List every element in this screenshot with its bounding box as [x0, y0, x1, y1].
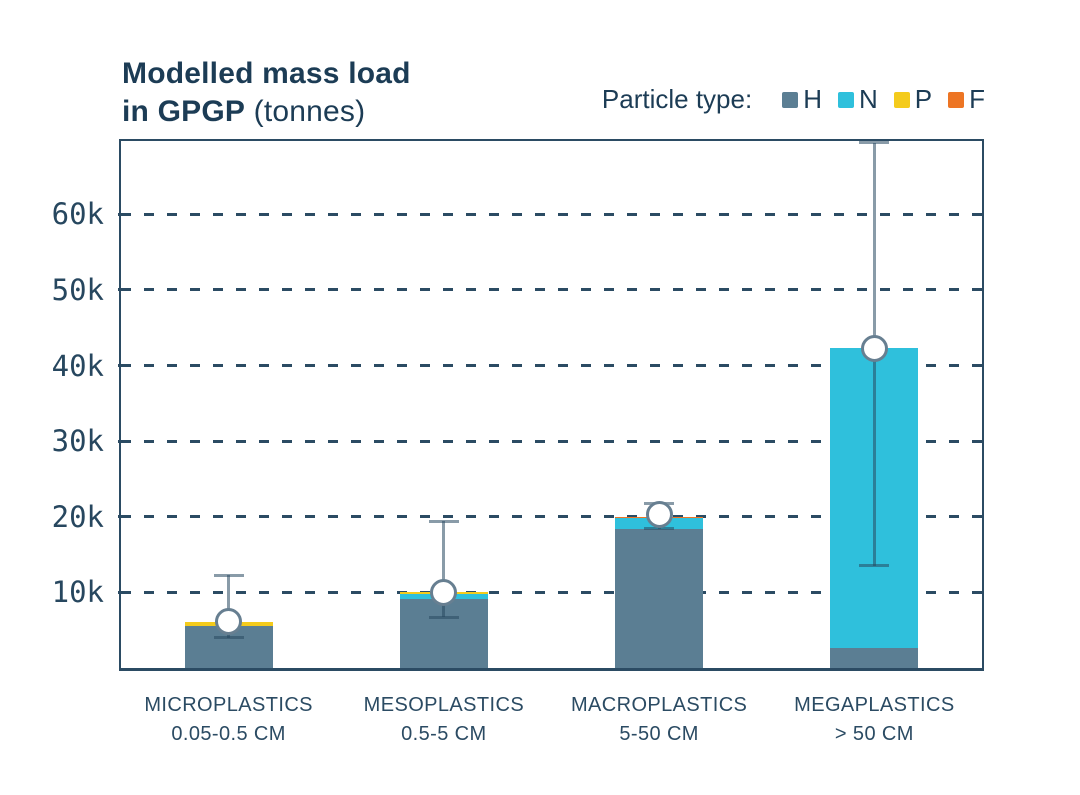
chart-title-units: (tonnes)	[245, 95, 366, 128]
gridline-10k	[121, 590, 982, 594]
y-tick-label: 40k	[51, 348, 104, 383]
legend-entry-f: F	[948, 84, 985, 115]
x-axis-label-size: 0.5-5 CM	[401, 723, 487, 745]
bar-segment-h-megaplastics	[830, 647, 919, 668]
x-axis-label-name: MESOPLASTICS	[363, 694, 525, 716]
error-bar-cap-bottom	[859, 564, 890, 568]
gridline-30k	[121, 439, 982, 443]
y-tick-label: 10k	[51, 575, 104, 610]
y-tick-label: 50k	[51, 272, 104, 307]
y-tick-label: 60k	[51, 197, 104, 232]
legend-key: P	[914, 84, 933, 114]
chart-title-line1: Modelled mass load	[122, 57, 411, 90]
chart-title-line2-bold: in GPGP	[122, 95, 246, 128]
error-bar-marker	[215, 608, 243, 636]
chart-title: Modelled mass load in GPGP (tonnes)	[122, 55, 411, 131]
x-axis-label-name: MACROPLASTICS	[570, 694, 748, 716]
legend-swatch-f-icon	[948, 91, 965, 108]
legend-key: H	[803, 84, 822, 114]
x-axis-label-size: > 50 CM	[834, 723, 914, 745]
legend: Particle type: H N P F	[602, 84, 985, 115]
error-bar-cap-top	[859, 141, 890, 145]
legend-entry-p: P	[893, 84, 933, 115]
x-axis-label-megaplastics: MEGAPLASTICS > 50 CM	[734, 691, 1014, 749]
x-axis-label-macroplastics: MACROPLASTICS 5-50 CM	[519, 691, 799, 749]
error-bar-marker	[430, 578, 458, 606]
error-bar-cap-top	[428, 519, 459, 523]
gridline-60k	[121, 212, 982, 216]
plot-area	[119, 139, 984, 671]
error-bar-cap-top	[213, 573, 244, 577]
error-bar-cap-bottom	[644, 527, 675, 531]
legend-key: N	[858, 84, 878, 114]
chart-title-line2: in GPGP (tonnes)	[122, 93, 411, 131]
error-bar-line	[442, 521, 446, 618]
x-axis-label-name: MICROPLASTICS	[144, 694, 313, 716]
legend-entry-n: N	[837, 84, 878, 115]
legend-swatch-p-icon	[893, 91, 910, 108]
x-axis-label-size: 5-50 CM	[619, 723, 699, 745]
x-axis-label-name: MEGAPLASTICS	[794, 694, 955, 716]
x-axis-label-microplastics: MICROPLASTICS 0.05-0.5 CM	[89, 691, 369, 749]
x-axis-label-size: 0.05-0.5 CM	[171, 723, 286, 745]
legend-key: F	[969, 84, 985, 114]
y-tick-label: 20k	[51, 499, 104, 534]
legend-swatch-n-icon	[837, 91, 854, 108]
bar-segment-h-macroplastics	[615, 528, 704, 668]
error-bar-cap-bottom	[213, 636, 244, 640]
error-bar-cap-bottom	[428, 615, 459, 619]
gridline-20k	[121, 515, 982, 519]
y-axis: 10k 20k 30k 40k 50k 60k	[0, 141, 126, 668]
legend-swatch-h-icon	[782, 91, 799, 108]
gridline-50k	[121, 288, 982, 292]
legend-entry-h: H	[782, 84, 822, 115]
error-bar-marker	[860, 335, 888, 363]
y-tick-label: 30k	[51, 424, 104, 459]
legend-label: Particle type:	[601, 84, 753, 114]
error-bar-marker	[645, 501, 673, 529]
gridline-40k	[121, 364, 982, 368]
x-axis-label-mesoplastics: MESOPLASTICS 0.5-5 CM	[304, 691, 584, 749]
error-bar-line	[227, 575, 231, 638]
